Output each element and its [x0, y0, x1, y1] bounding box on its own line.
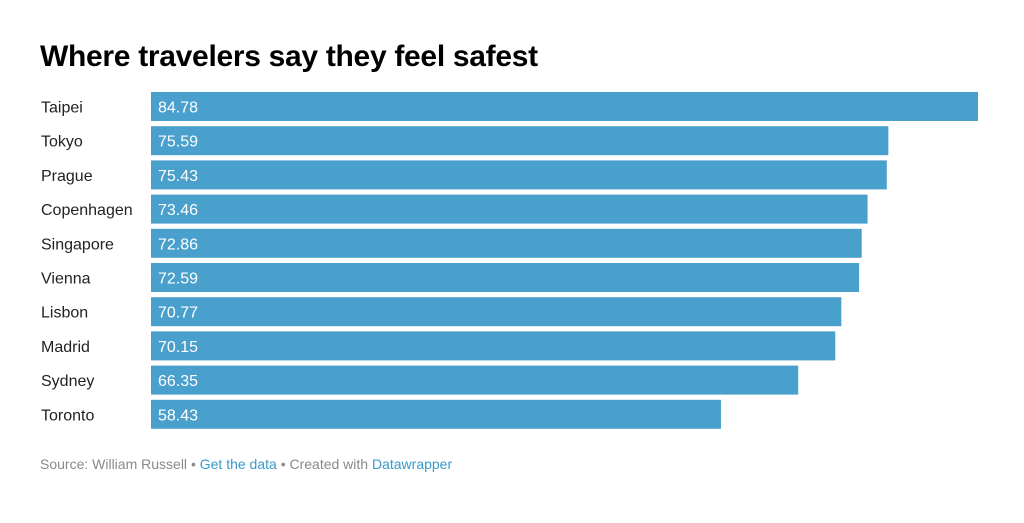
category-label: Taipei — [41, 100, 83, 117]
bar — [151, 92, 978, 121]
category-label: Lisbon — [41, 305, 88, 322]
value-label: 73.46 — [158, 202, 198, 219]
category-label: Sydney — [41, 373, 94, 390]
value-label: 75.43 — [158, 168, 198, 185]
created-with-text: Created with — [289, 456, 369, 472]
category-label: Madrid — [41, 339, 90, 356]
value-label: 75.59 — [158, 134, 198, 151]
bar — [151, 399, 721, 429]
source-text: Source: William Russell — [40, 456, 188, 472]
category-label: Vienna — [41, 271, 91, 288]
datawrapper-link[interactable]: Datawrapper — [371, 456, 453, 472]
value-label: 72.86 — [158, 236, 198, 253]
chart-title: Where travelers say they feel safest — [40, 40, 538, 73]
category-label: Copenhagen — [41, 202, 133, 219]
value-label: 70.15 — [158, 339, 198, 356]
bar — [151, 228, 862, 258]
value-label: 84.78 — [158, 100, 198, 117]
chart-footer: Source: William Russell • Get the data •… — [40, 456, 452, 472]
bar — [151, 126, 889, 156]
footer-separator: • — [190, 456, 196, 472]
value-label: 70.77 — [158, 305, 198, 322]
category-label: Prague — [41, 168, 93, 185]
value-label: 58.43 — [158, 407, 198, 424]
bar — [151, 263, 860, 292]
category-label: Singapore — [41, 236, 114, 253]
category-label: Toronto — [41, 407, 94, 424]
category-label: Tokyo — [41, 134, 83, 151]
bar — [151, 194, 868, 224]
bar — [151, 331, 836, 361]
value-label: 66.35 — [158, 373, 198, 390]
footer-separator: • — [280, 456, 286, 472]
bar — [151, 297, 842, 327]
value-label: 72.59 — [158, 271, 198, 288]
bar — [151, 160, 887, 190]
bar — [151, 365, 799, 395]
get-the-data-link[interactable]: Get the data — [199, 456, 277, 472]
bar-chart: Taipei 84.78 Tokyo 75.59 Prague 75.43 Copenhag… — [41, 92, 978, 429]
